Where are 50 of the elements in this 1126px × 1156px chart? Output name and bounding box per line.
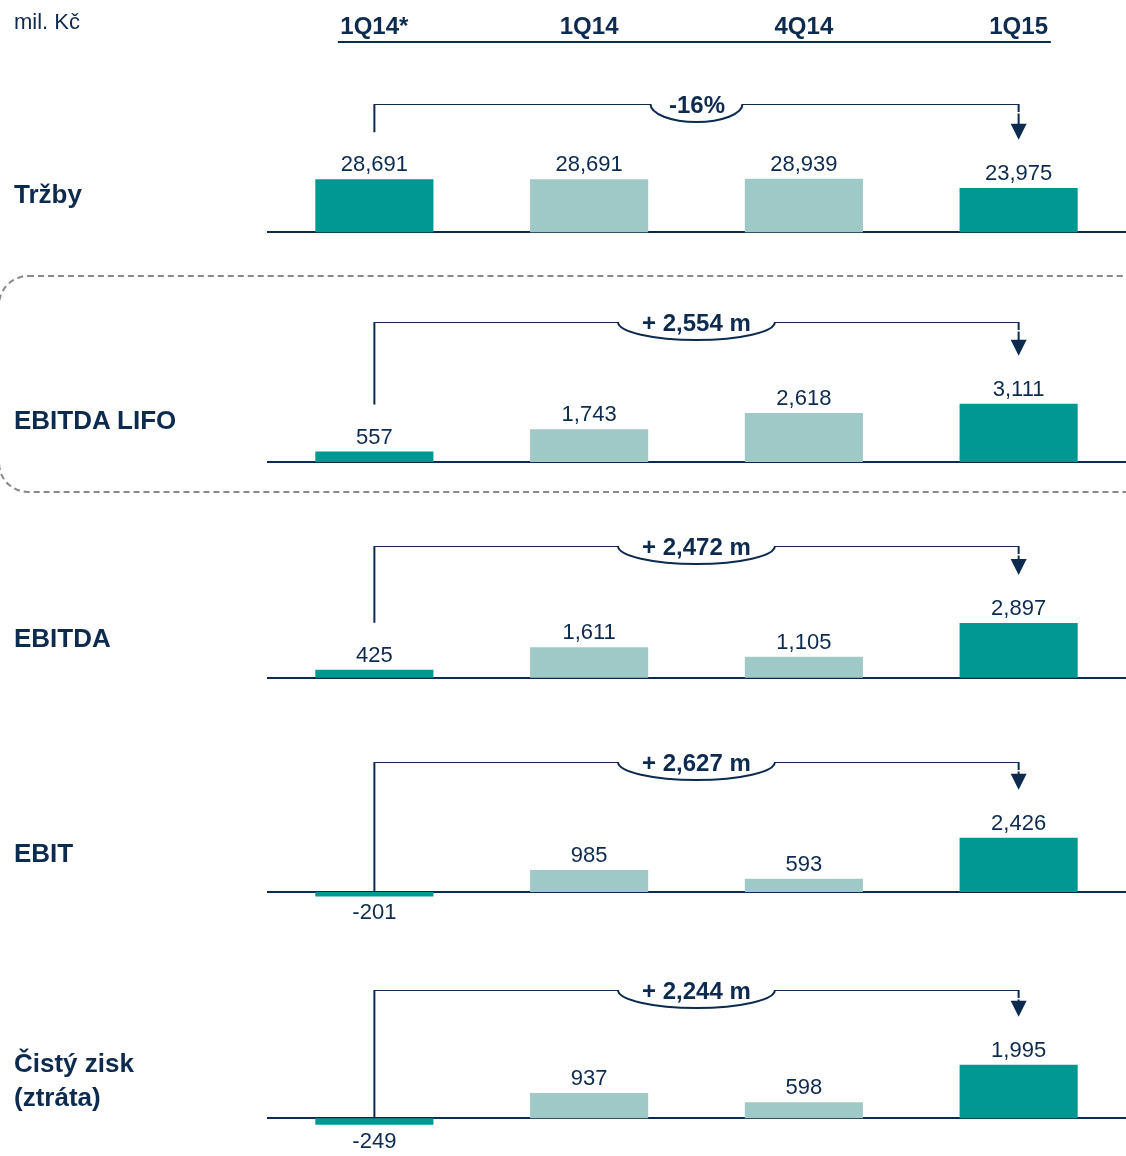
bar bbox=[315, 1118, 434, 1125]
data-label: 28,691 bbox=[340, 151, 409, 177]
x-tick-label: 4Q14 bbox=[774, 12, 834, 40]
y-axis-title: EBITDA bbox=[14, 623, 111, 653]
bar bbox=[530, 1093, 649, 1119]
data-label: 937 bbox=[570, 1065, 608, 1091]
bar bbox=[744, 412, 863, 462]
bar bbox=[959, 1064, 1078, 1119]
data-label: 593 bbox=[785, 850, 823, 876]
bar bbox=[315, 669, 434, 678]
data-label: 425 bbox=[356, 641, 393, 667]
text: -16% bbox=[669, 91, 726, 118]
data-label: 1,995 bbox=[991, 1036, 1047, 1062]
y-axis-title: Čistý zisk (ztráta) bbox=[14, 1048, 135, 1112]
data-label: 557 bbox=[356, 423, 393, 449]
data-label: 28,691 bbox=[555, 151, 623, 177]
y-axis-title: EBIT bbox=[14, 838, 74, 868]
y-axis-title: EBITDA LIFO bbox=[14, 405, 177, 435]
text: + 2,472 m bbox=[642, 533, 751, 560]
data-label: -201 bbox=[352, 899, 397, 925]
text: mil. Kč bbox=[14, 9, 80, 34]
data-label: 23,975 bbox=[984, 159, 1053, 185]
x-tick-label: 1Q14 bbox=[559, 12, 620, 40]
data-label: 985 bbox=[570, 842, 608, 868]
data-label: -249 bbox=[352, 1127, 397, 1153]
text: + 2,627 m bbox=[642, 749, 751, 776]
data-label: 3,111 bbox=[992, 375, 1045, 401]
text: + 2,244 m bbox=[642, 977, 751, 1004]
bar bbox=[530, 870, 649, 892]
bar bbox=[530, 647, 649, 678]
data-label: 2,426 bbox=[991, 809, 1047, 835]
data-label: 28,939 bbox=[770, 150, 838, 176]
data-label: 1,743 bbox=[561, 401, 617, 427]
bar bbox=[530, 429, 649, 462]
data-label: 1,105 bbox=[776, 628, 832, 654]
bar bbox=[959, 622, 1078, 678]
data-label: 2,897 bbox=[991, 594, 1047, 620]
text: + 2,554 m bbox=[642, 309, 751, 336]
y-axis-title: Tržby bbox=[14, 179, 83, 209]
data-label: 1,611 bbox=[562, 619, 616, 645]
bar bbox=[315, 451, 434, 462]
bar bbox=[744, 1102, 863, 1119]
bar bbox=[959, 403, 1078, 462]
x-tick-label: 1Q14* bbox=[340, 12, 410, 40]
x-tick-label: 1Q15 bbox=[989, 12, 1048, 40]
bar bbox=[959, 837, 1078, 892]
data-label: 2,618 bbox=[776, 384, 832, 410]
data-label: 598 bbox=[785, 1074, 823, 1100]
bar bbox=[744, 878, 863, 892]
bar bbox=[744, 656, 863, 678]
